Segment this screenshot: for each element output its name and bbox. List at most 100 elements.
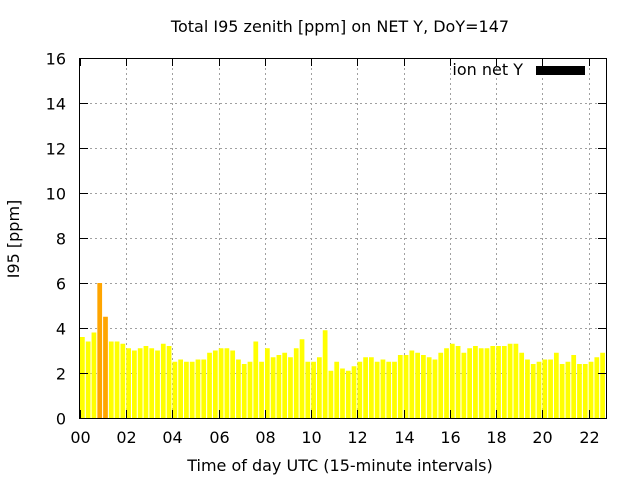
bar (270, 357, 276, 418)
bar (155, 350, 160, 418)
bar (137, 348, 143, 418)
y-tick-label: 10 (46, 185, 66, 204)
bar (305, 361, 311, 418)
plot-frame (79, 58, 607, 419)
bar (195, 359, 201, 418)
x-tick-label: 14 (394, 428, 414, 447)
bar (478, 348, 484, 418)
x-tick-label: 22 (579, 428, 599, 447)
bar (230, 350, 236, 418)
bar (415, 352, 420, 418)
x-tick-label: 04 (162, 428, 182, 447)
bar (461, 352, 467, 418)
bar (455, 346, 461, 418)
bar (363, 357, 368, 418)
bar (91, 332, 97, 418)
bar (490, 346, 496, 418)
bar (340, 368, 345, 418)
bar (392, 361, 397, 418)
bar (380, 359, 386, 418)
bar (328, 370, 334, 418)
bar (588, 361, 594, 418)
bar (311, 361, 316, 418)
bar (253, 341, 259, 418)
bar (212, 350, 218, 418)
bar (108, 341, 114, 418)
bar (600, 352, 605, 418)
legend-label: ion net Y (452, 60, 523, 79)
bar (276, 355, 282, 418)
bar (293, 348, 299, 418)
bar (259, 361, 264, 418)
chart-title: Total I95 zenith [ppm] on NET Y, DoY=147 (170, 17, 509, 36)
bar (403, 355, 409, 418)
x-axis-label: Time of day UTC (15-minute intervals) (186, 456, 493, 475)
bar (426, 357, 432, 418)
x-tick-label: 08 (255, 428, 275, 447)
bar (282, 352, 288, 418)
bar (525, 359, 530, 418)
bar (143, 346, 149, 418)
bar (120, 343, 126, 418)
bar (444, 348, 449, 418)
bar (530, 364, 536, 418)
bar (548, 359, 553, 418)
bar (559, 364, 565, 418)
bar (166, 346, 172, 418)
bar (236, 359, 241, 418)
bar (565, 361, 571, 418)
bar (501, 346, 507, 418)
bar (316, 357, 322, 418)
bar (432, 359, 438, 418)
y-tick-label: 14 (46, 95, 66, 114)
bar (264, 348, 270, 418)
bar (218, 348, 224, 418)
bar (513, 343, 519, 418)
bar (496, 346, 501, 418)
bar (201, 359, 207, 418)
bar (536, 361, 542, 418)
x-tick-label: 10 (301, 428, 321, 447)
bar (409, 350, 415, 418)
y-tick-label: 6 (56, 275, 66, 294)
x-tick-label: 00 (70, 428, 90, 447)
x-tick-label: 06 (209, 428, 229, 447)
bar (172, 361, 178, 418)
bar (357, 361, 363, 418)
y-tick-label: 12 (46, 140, 66, 159)
bar (178, 359, 183, 418)
bar (160, 343, 166, 418)
bars (80, 283, 605, 418)
y-axis-label: I95 [ppm] (4, 200, 23, 279)
grid (80, 58, 606, 418)
bar (386, 361, 392, 418)
y-tick-label: 2 (56, 365, 66, 384)
bar (241, 364, 247, 418)
y-tick-label: 4 (56, 320, 66, 339)
bar (421, 355, 426, 418)
bar (449, 343, 455, 418)
bar (207, 352, 212, 418)
bar (224, 348, 230, 418)
bar (594, 357, 600, 418)
bar (397, 355, 403, 418)
bar (345, 370, 351, 418)
bar (97, 283, 103, 418)
bar (132, 350, 137, 418)
bar (80, 337, 85, 418)
bar (184, 361, 189, 418)
bar (571, 355, 577, 418)
bar (507, 343, 513, 418)
bar (189, 361, 195, 418)
x-tick-label: 02 (116, 428, 136, 447)
x-tick-label: 12 (347, 428, 367, 447)
bar (126, 348, 131, 418)
bar (473, 346, 478, 418)
bar (374, 361, 380, 418)
bar (519, 352, 525, 418)
legend: ion net Y (452, 60, 585, 79)
y-tick-label: 16 (46, 50, 66, 69)
bar (369, 357, 374, 418)
bar (299, 339, 305, 418)
